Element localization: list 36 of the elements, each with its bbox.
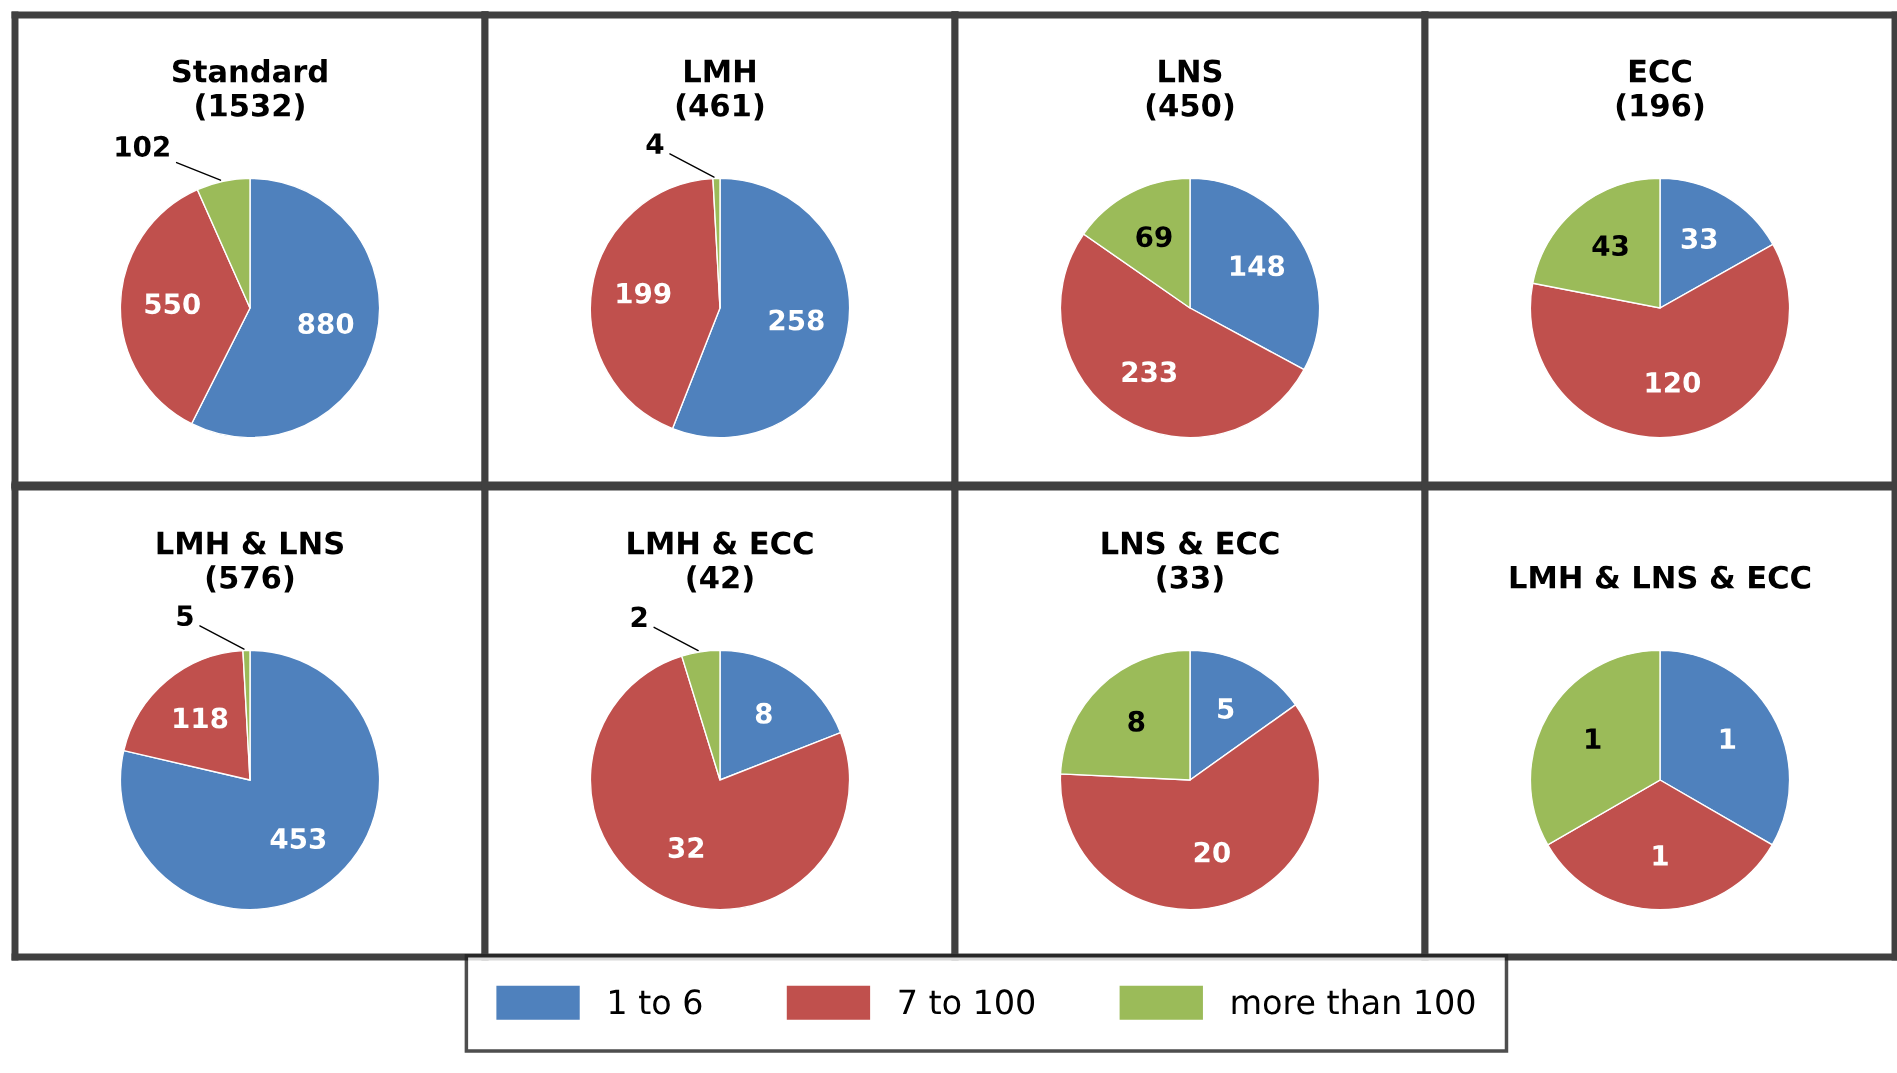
data-label: 1 [1586, 728, 1601, 749]
chart-title: ECC (196) [1616, 59, 1704, 121]
data-label: 550 [145, 293, 200, 315]
legend-label: more than 100 [1232, 988, 1475, 1015]
data-label: 199 [617, 282, 671, 304]
data-label: 2 [631, 606, 647, 628]
chart-title: LMH (461) [676, 59, 764, 121]
data-label: 880 [298, 313, 354, 335]
chart-title: LMH & LNS & ECC [1510, 565, 1811, 589]
legend-label: 7 to 100 [899, 989, 1035, 1015]
chart-title: LNS (450) [1146, 59, 1234, 121]
data-label: 32 [668, 837, 704, 859]
data-label: 5 [177, 605, 193, 627]
data-label: 5 [1218, 698, 1234, 719]
data-label: 118 [174, 707, 228, 729]
chart-title: LMH & ECC (42) [628, 531, 813, 593]
data-label: 1 [1720, 728, 1736, 749]
pie-slice [119, 649, 381, 911]
data-label: 8 [755, 702, 772, 724]
data-label: 1 [1653, 845, 1668, 866]
chart-title: LNS & ECC (33) [1102, 531, 1279, 593]
data-label: 69 [1136, 226, 1172, 248]
data-label: 453 [270, 827, 326, 849]
data-label: 33 [1681, 227, 1717, 249]
legend-label: 1 to 6 [610, 989, 702, 1015]
data-label: 43 [1592, 235, 1628, 257]
data-label: 120 [1646, 371, 1701, 393]
data-label: 102 [116, 135, 169, 157]
data-label: 8 [1128, 710, 1145, 732]
data-label: 233 [1122, 361, 1177, 383]
data-label: 258 [769, 309, 824, 331]
data-label: 4 [646, 133, 664, 154]
chart-title: LMH & LNS (576) [157, 531, 343, 593]
chart-title: Standard (1532) [172, 58, 327, 121]
data-label: 20 [1194, 841, 1230, 863]
data-label: 148 [1230, 255, 1285, 277]
